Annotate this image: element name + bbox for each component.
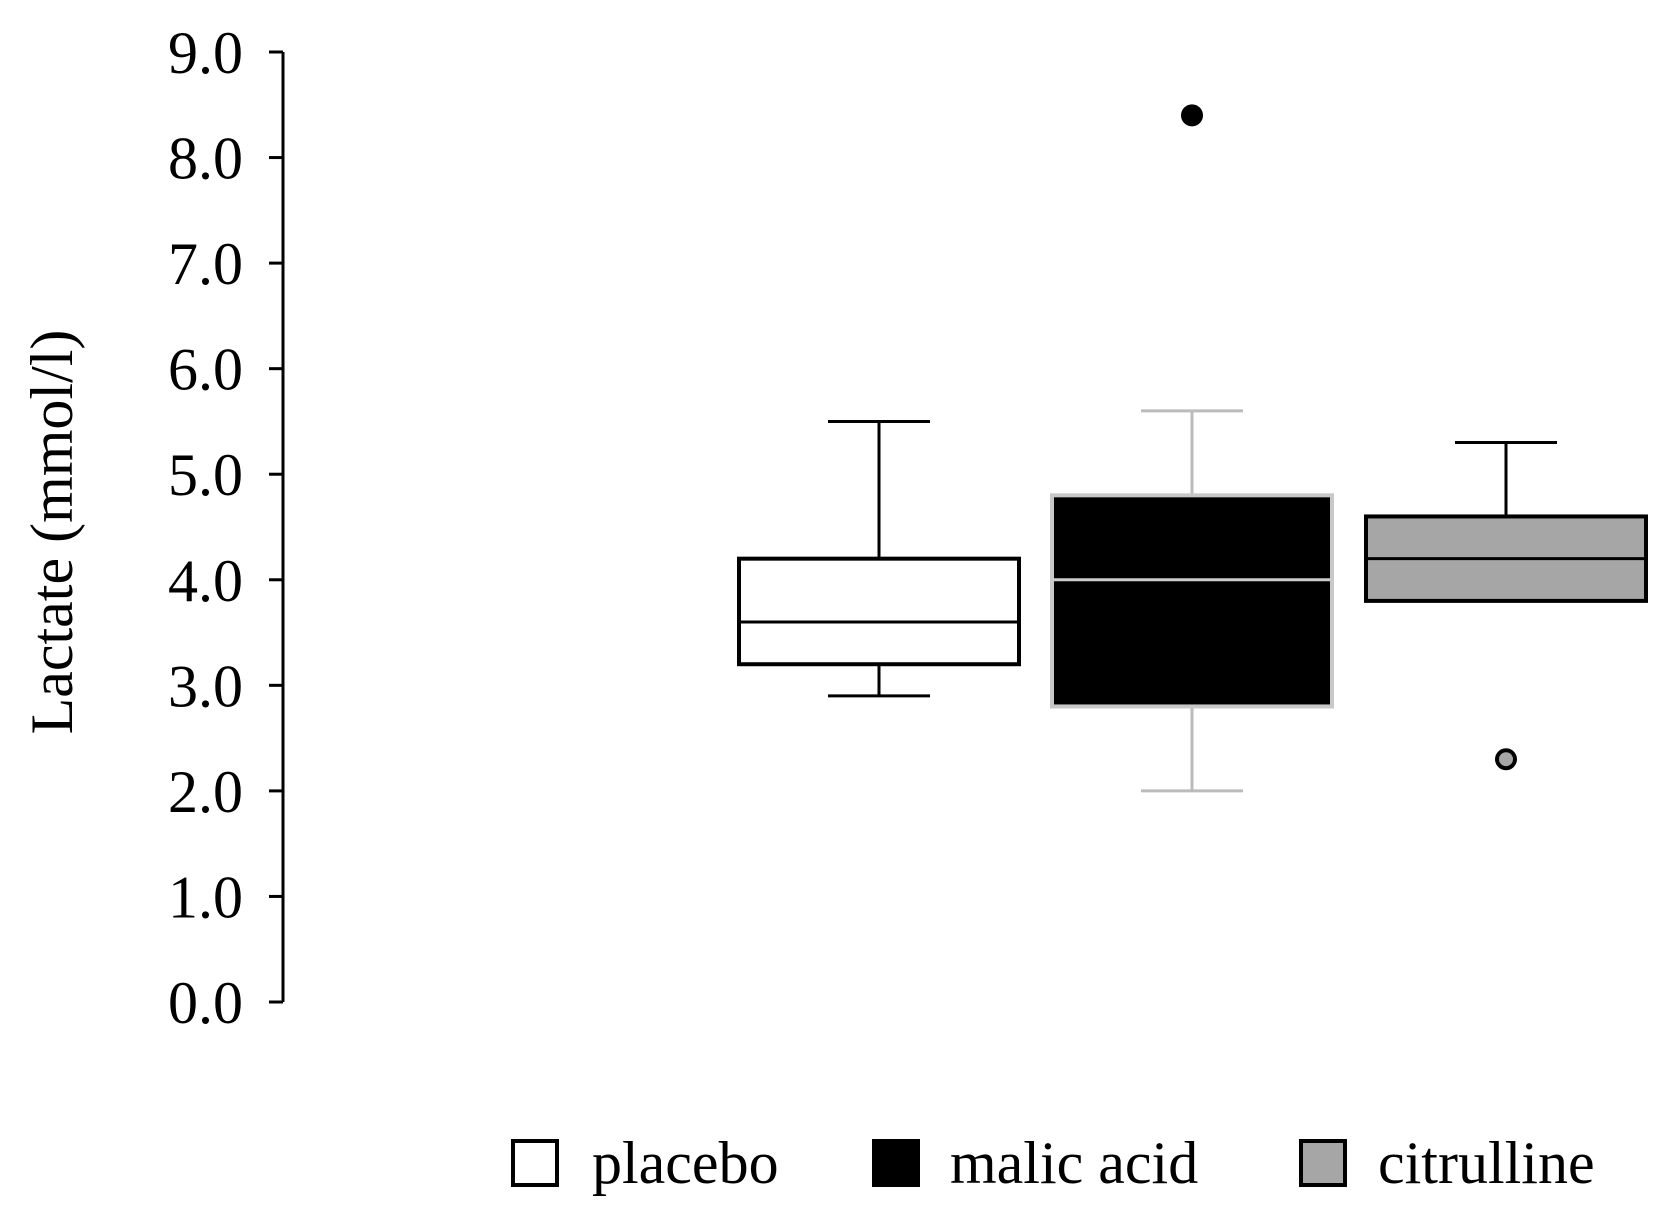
legend-item-citrulline: citrulline bbox=[1299, 1130, 1595, 1196]
outlier-point bbox=[1181, 104, 1203, 127]
iqr-box bbox=[737, 556, 1021, 667]
y-axis-title: Lactate (mmol/l) bbox=[19, 330, 85, 735]
y-tick-label: 7.0 bbox=[168, 231, 243, 297]
legend-label: citrulline bbox=[1378, 1130, 1595, 1196]
box-citrulline bbox=[1364, 441, 1648, 771]
legend-swatch bbox=[872, 1139, 920, 1187]
y-tick-label: 8.0 bbox=[168, 126, 243, 192]
legend-swatch bbox=[511, 1139, 559, 1187]
legend-item-malic-acid: malic acid bbox=[872, 1130, 1198, 1196]
legend-label: placebo bbox=[592, 1130, 779, 1196]
outlier-point bbox=[1495, 748, 1517, 771]
y-tick-label: 2.0 bbox=[168, 759, 243, 825]
legend-label: malic acid bbox=[950, 1130, 1198, 1196]
boxes bbox=[737, 104, 1648, 793]
legend: placebo malic acid citrulline bbox=[511, 1130, 1595, 1196]
y-axis: 0.0 1.0 2.0 3.0 4.0 5.0 6.0 7.0 8.0 9.0 Lactate (m… bbox=[19, 20, 285, 1036]
y-tick-label: 4.0 bbox=[168, 548, 243, 614]
y-tick-label: 3.0 bbox=[168, 653, 243, 719]
y-tick-label: 6.0 bbox=[168, 337, 243, 403]
legend-swatch bbox=[1299, 1139, 1347, 1187]
box-placebo bbox=[737, 419, 1021, 698]
legend-item-placebo: placebo bbox=[511, 1130, 779, 1196]
y-tick-label: 0.0 bbox=[168, 970, 243, 1036]
iqr-box bbox=[1050, 493, 1334, 709]
y-tick-label: 5.0 bbox=[168, 442, 243, 508]
y-tick-label: 9.0 bbox=[168, 20, 243, 86]
box-malic-acid bbox=[1050, 104, 1334, 793]
y-tick-label: 1.0 bbox=[168, 864, 243, 930]
